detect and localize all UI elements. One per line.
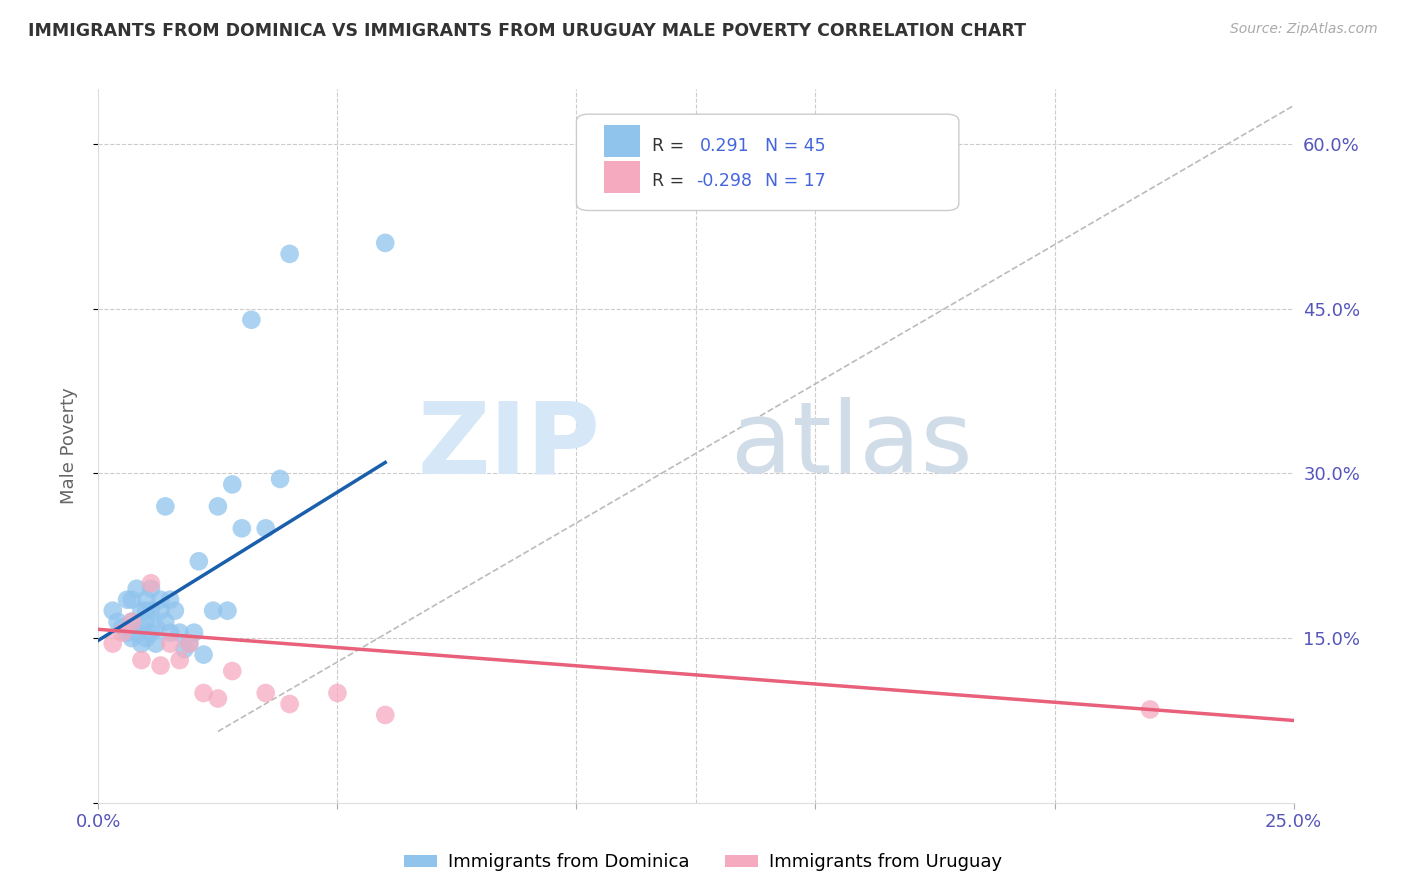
Point [139, 604, 162, 618]
Point [207, 691, 229, 706]
Point [107, 615, 129, 629]
Point [187, 554, 209, 568]
Point [125, 582, 148, 596]
Point [169, 625, 191, 640]
Point [131, 637, 153, 651]
Point [125, 625, 148, 640]
Point [139, 582, 162, 596]
Point [131, 653, 153, 667]
Point [115, 592, 138, 607]
Point [139, 625, 162, 640]
Point [269, 472, 291, 486]
Point [202, 604, 225, 618]
Point [231, 521, 253, 535]
Point [121, 592, 143, 607]
Point [111, 620, 134, 634]
Point [183, 625, 205, 640]
Point [159, 625, 181, 640]
Point [101, 604, 124, 618]
Point [159, 637, 181, 651]
Point [115, 625, 138, 640]
Point [121, 615, 143, 629]
Point [1139, 702, 1161, 716]
Text: IMMIGRANTS FROM DOMINICA VS IMMIGRANTS FROM URUGUAY MALE POVERTY CORRELATION CHA: IMMIGRANTS FROM DOMINICA VS IMMIGRANTS F… [28, 22, 1026, 40]
Point [121, 631, 143, 645]
Legend: Immigrants from Dominica, Immigrants from Uruguay: Immigrants from Dominica, Immigrants fro… [396, 847, 1010, 879]
Point [149, 658, 172, 673]
Point [101, 637, 124, 651]
Text: atlas: atlas [731, 398, 972, 494]
Point [135, 604, 157, 618]
Point [121, 615, 143, 629]
Point [179, 637, 201, 651]
Point [217, 604, 239, 618]
Point [135, 615, 157, 629]
Point [278, 697, 301, 711]
Point [155, 615, 177, 629]
Text: N = 45: N = 45 [765, 136, 825, 154]
Point [111, 625, 134, 640]
Point [149, 592, 172, 607]
Text: N = 17: N = 17 [765, 172, 827, 190]
FancyBboxPatch shape [576, 114, 959, 211]
Point [173, 642, 195, 657]
Point [254, 521, 277, 535]
Point [179, 637, 201, 651]
Point [169, 653, 191, 667]
Point [163, 604, 186, 618]
Point [240, 312, 263, 326]
Point [131, 620, 153, 634]
Point [135, 631, 157, 645]
Point [145, 620, 167, 634]
Text: Source: ZipAtlas.com: Source: ZipAtlas.com [1230, 22, 1378, 37]
Point [155, 500, 177, 514]
Point [374, 708, 396, 723]
Point [145, 637, 167, 651]
Text: 0.291: 0.291 [700, 136, 749, 154]
Point [135, 592, 157, 607]
Text: -0.298: -0.298 [696, 172, 752, 190]
Point [207, 500, 229, 514]
Point [159, 592, 181, 607]
Point [221, 664, 243, 678]
Point [139, 576, 162, 591]
Point [193, 648, 215, 662]
FancyBboxPatch shape [605, 161, 640, 193]
Point [149, 604, 172, 618]
Text: ZIP: ZIP [418, 398, 600, 494]
FancyBboxPatch shape [605, 125, 640, 157]
Point [278, 247, 301, 261]
Point [254, 686, 277, 700]
Text: R =: R = [652, 172, 689, 190]
Point [221, 477, 243, 491]
Text: R =: R = [652, 136, 689, 154]
Point [374, 235, 396, 250]
Point [193, 686, 215, 700]
Y-axis label: Male Poverty: Male Poverty [59, 388, 77, 504]
Point [131, 604, 153, 618]
Point [326, 686, 349, 700]
